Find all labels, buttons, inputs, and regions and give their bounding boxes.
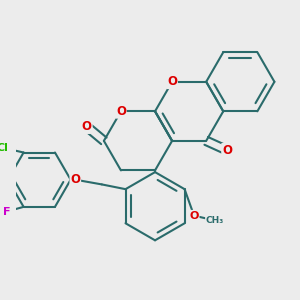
Text: O: O bbox=[70, 173, 80, 186]
Text: O: O bbox=[189, 211, 199, 221]
Text: O: O bbox=[167, 75, 177, 88]
Text: F: F bbox=[3, 207, 10, 217]
Text: O: O bbox=[222, 144, 232, 157]
Text: Cl: Cl bbox=[0, 143, 9, 153]
Text: CH₃: CH₃ bbox=[206, 216, 224, 225]
Text: O: O bbox=[116, 105, 126, 118]
Text: O: O bbox=[82, 120, 92, 133]
